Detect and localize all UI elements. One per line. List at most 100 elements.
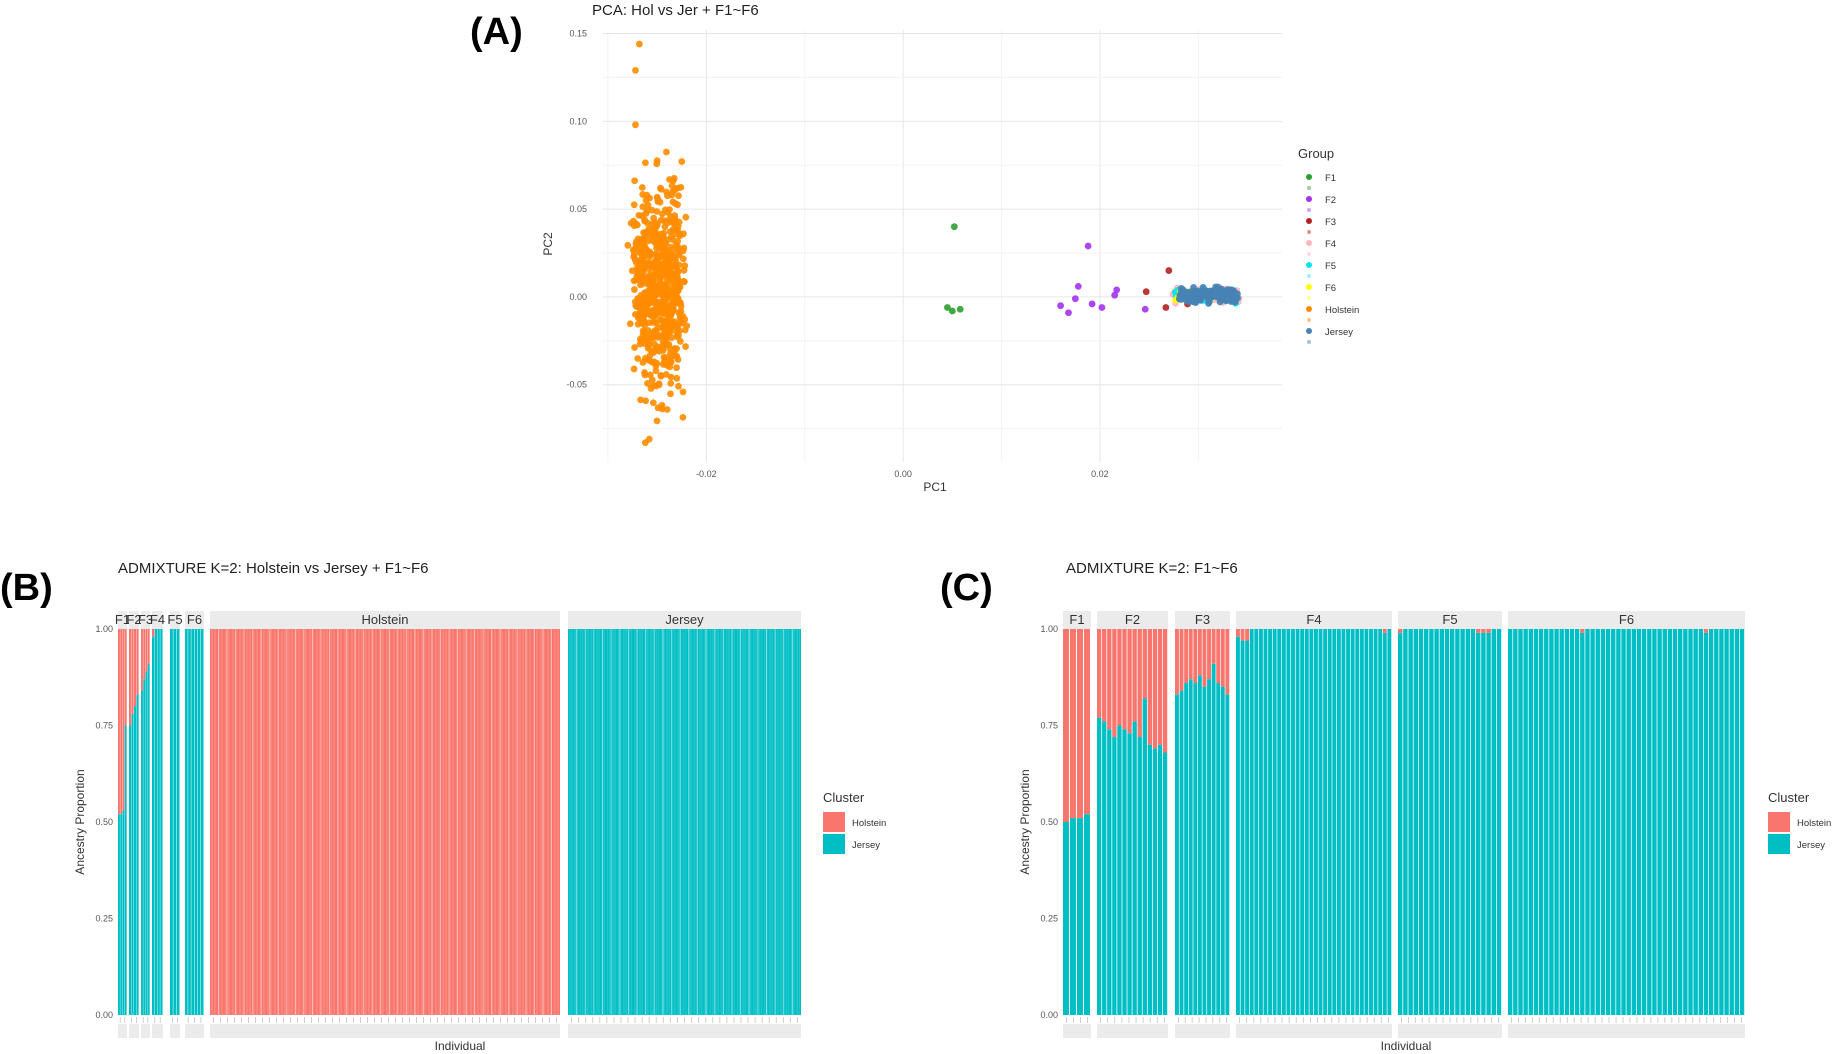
- bar-jersey: [673, 629, 675, 1015]
- bar-holstein: [239, 629, 241, 1015]
- bar-holstein: [315, 629, 317, 1015]
- bar-jersey: [604, 629, 607, 1015]
- bar-jersey: [1523, 629, 1528, 1015]
- point-holstein: [663, 341, 671, 348]
- point-holstein: [640, 317, 647, 325]
- bar-jersey: [1350, 629, 1355, 1015]
- bar-holstein: [1703, 629, 1709, 633]
- bar-holstein: [1211, 629, 1216, 664]
- admixture-f-chart: ADMIXTURE K=2: F1~F6 F1 F2 F3 F4 F5 F6 0.000.…: [1018, 560, 1831, 1053]
- bar-jersey: [653, 629, 656, 1015]
- bar-jersey: [695, 629, 697, 1015]
- bar-jersey: [651, 629, 653, 1015]
- point-holstein: [630, 365, 638, 373]
- y-tick-label: 1.00: [95, 624, 113, 634]
- point-holstein: [662, 371, 670, 378]
- point-f3: [1142, 288, 1150, 296]
- bar-holstein: [275, 629, 277, 1015]
- bar-jersey: [1564, 629, 1570, 1015]
- bar-jersey: [1652, 629, 1657, 1015]
- bar-jersey: [1291, 629, 1295, 1015]
- bar-jersey: [794, 629, 797, 1015]
- legend-key-f5: [1306, 262, 1312, 268]
- bar-jersey: [1688, 629, 1693, 1015]
- bar-jersey: [762, 629, 765, 1015]
- bar-holstein: [360, 629, 362, 1015]
- bar-holstein: [347, 629, 349, 1015]
- bar-holstein: [288, 629, 290, 1015]
- bar-holstein: [1084, 629, 1090, 815]
- facet-label-f1: F1: [115, 612, 130, 627]
- bar-jersey: [592, 629, 594, 1015]
- facet-x-strip: [141, 1024, 150, 1038]
- point-holstein: [644, 327, 652, 334]
- bar-jersey: [1346, 629, 1351, 1015]
- bar-holstein: [291, 629, 293, 1015]
- bar-holstein: [395, 629, 397, 1015]
- bar-jersey: [1077, 818, 1083, 1015]
- facet-x-strip: [1097, 1024, 1168, 1038]
- bar-holstein: [401, 629, 403, 1015]
- bar-holstein: [329, 629, 331, 1015]
- bar-holstein: [243, 629, 245, 1015]
- bar-holstein: [528, 629, 530, 1015]
- bar-jersey: [1403, 629, 1408, 1015]
- legend-label-f6: F6: [1325, 283, 1336, 294]
- bar-holstein: [1137, 629, 1142, 738]
- point-holstein: [631, 286, 638, 293]
- bar-holstein: [334, 629, 336, 1015]
- bar-holstein: [302, 629, 304, 1015]
- bar-holstein: [541, 629, 543, 1015]
- bar-jersey: [1179, 690, 1184, 1015]
- legend-label-f2: F2: [1325, 195, 1336, 206]
- bar-holstein: [462, 629, 464, 1015]
- point-holstein: [658, 264, 666, 272]
- bar-jersey: [1157, 744, 1163, 1015]
- point-holstein: [638, 266, 646, 274]
- bar-holstein: [544, 629, 546, 1015]
- bar-holstein: [1476, 629, 1481, 633]
- bar-jersey: [619, 629, 621, 1015]
- bar-holstein: [374, 629, 376, 1015]
- point-f3: [1162, 304, 1170, 311]
- point-holstein: [638, 256, 645, 264]
- bar-holstein: [145, 629, 148, 672]
- facet-x-strip: [152, 1024, 163, 1038]
- facet-strip: [1508, 611, 1745, 629]
- point-holstein: [630, 201, 638, 209]
- bar-jersey: [601, 629, 603, 1015]
- bar-holstein: [500, 629, 502, 1015]
- bar-holstein: [432, 629, 434, 1015]
- point-holstein: [653, 360, 661, 367]
- bar-holstein: [497, 629, 499, 1015]
- bar-jersey: [1549, 629, 1554, 1015]
- bar-jersey: [617, 629, 619, 1015]
- bar-jersey: [1272, 629, 1277, 1015]
- bar-holstein: [227, 629, 229, 1015]
- bar-jersey: [764, 629, 766, 1015]
- bar-holstein: [282, 629, 284, 1015]
- bar-jersey: [736, 629, 738, 1015]
- bar-holstein: [348, 629, 350, 1015]
- point-holstein: [635, 312, 643, 320]
- bar-jersey: [702, 629, 705, 1015]
- bar-holstein: [346, 629, 348, 1015]
- point-holstein: [669, 246, 677, 254]
- bar-holstein: [430, 629, 432, 1015]
- bar-holstein: [147, 629, 150, 664]
- facet-strip: [118, 611, 127, 629]
- point-holstein: [657, 216, 665, 224]
- facet-label-f3: F3: [1195, 612, 1210, 627]
- bar-jersey: [1112, 737, 1117, 1015]
- bar-jersey: [621, 629, 624, 1015]
- facet-label-f1: F1: [1069, 612, 1084, 627]
- bar-jersey: [1470, 629, 1476, 1015]
- bar-holstein: [443, 629, 445, 1015]
- bar-holstein: [350, 629, 352, 1015]
- bar-jersey: [639, 629, 641, 1015]
- bar-jersey: [1382, 632, 1387, 1015]
- point-holstein: [634, 355, 642, 362]
- bar-holstein: [152, 629, 155, 637]
- bar-jersey: [1460, 629, 1465, 1015]
- bar-holstein: [233, 629, 235, 1015]
